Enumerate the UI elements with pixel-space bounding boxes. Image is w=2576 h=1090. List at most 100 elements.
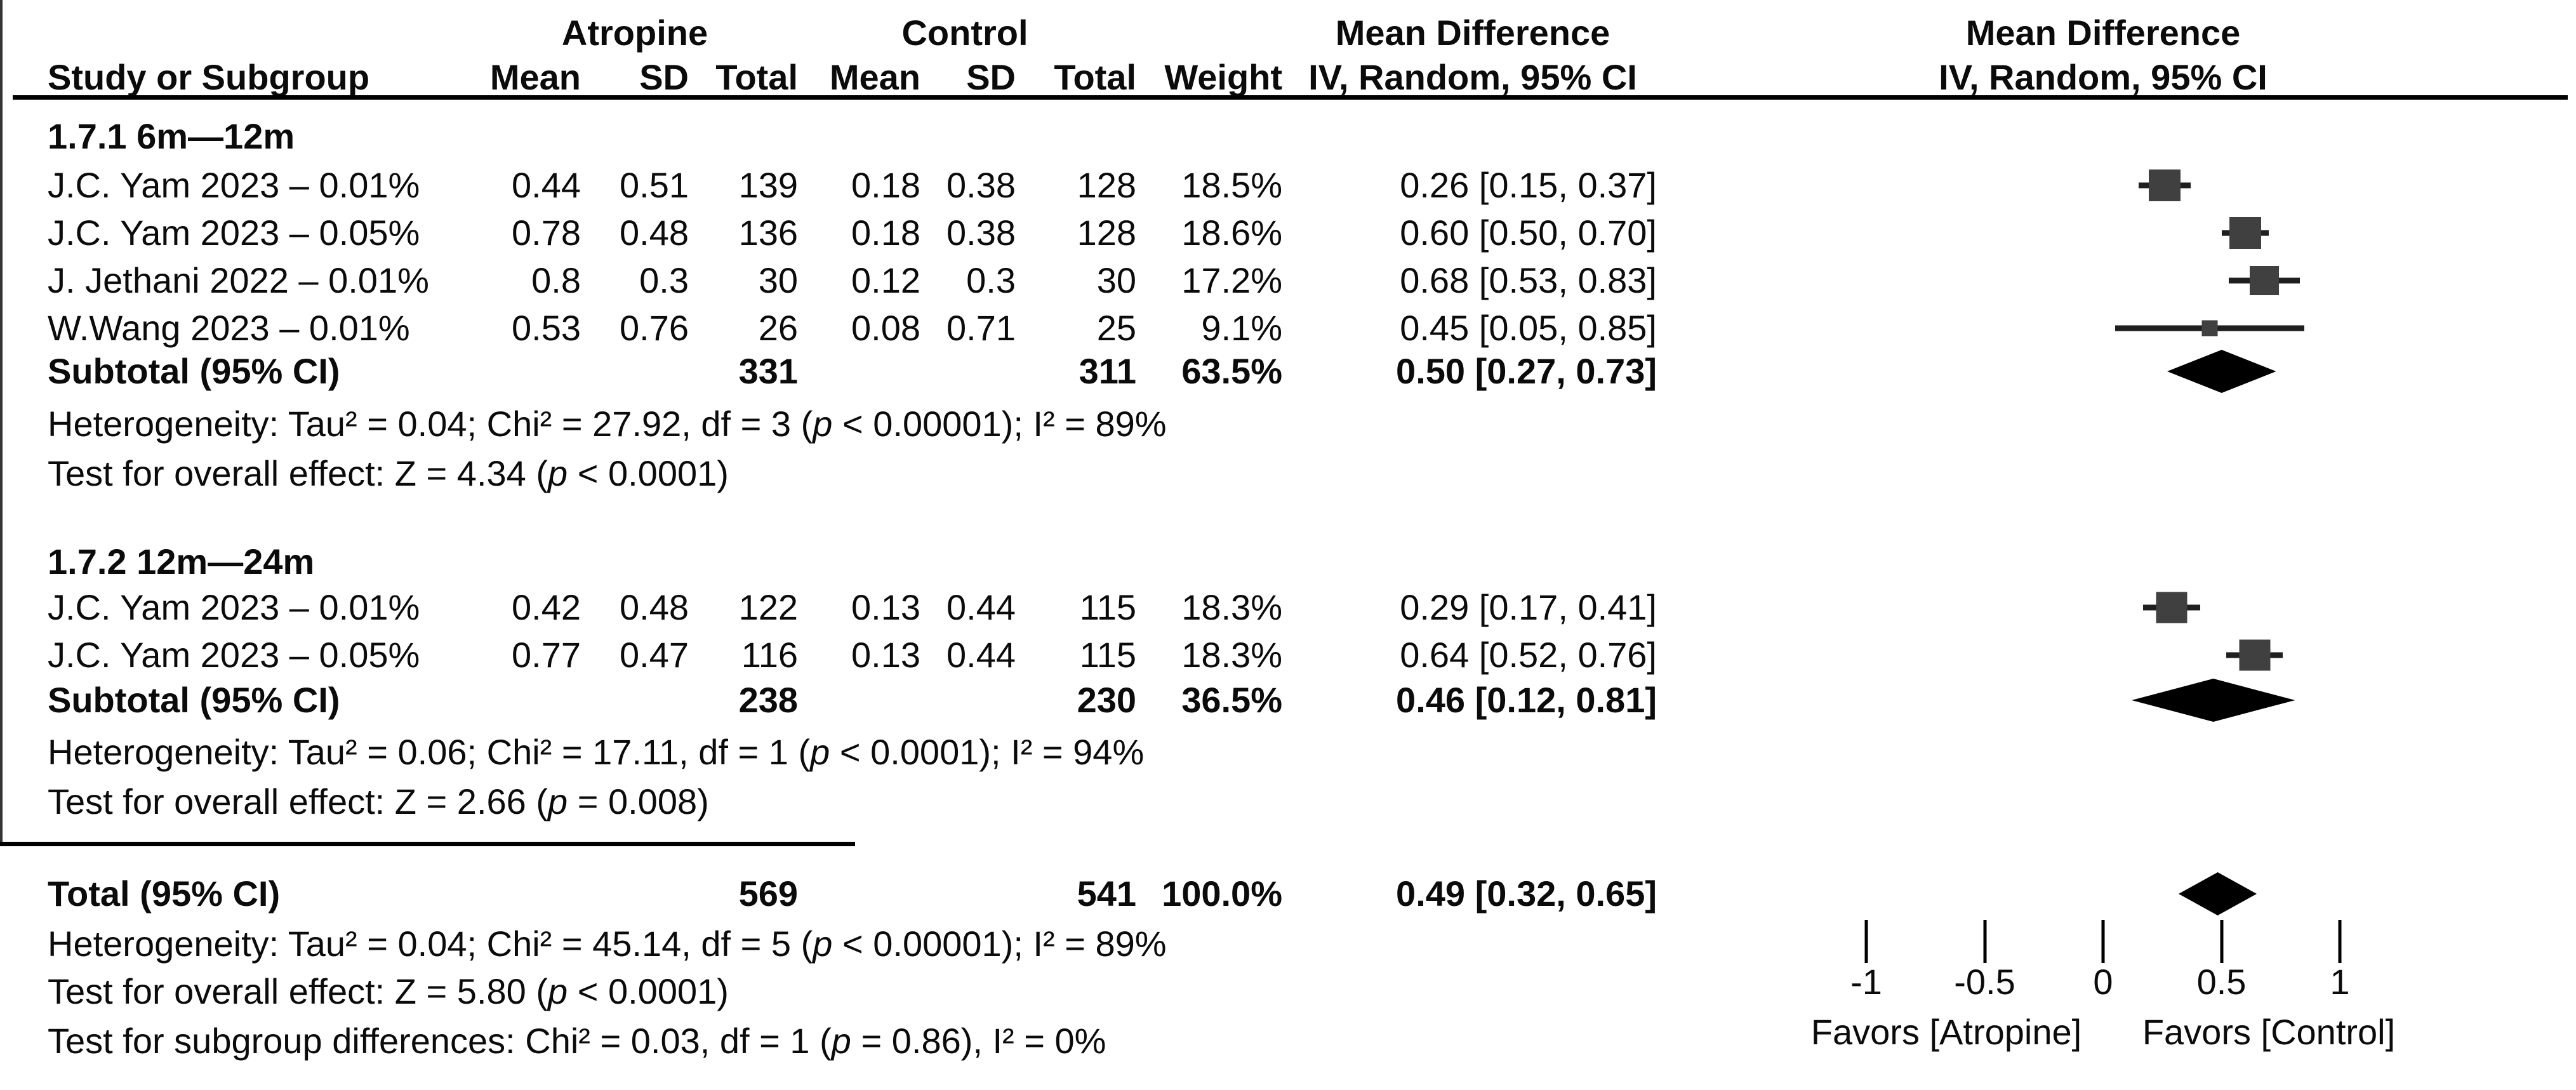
study-row-atropine-sd: 0.48 [620,213,689,253]
study-row-control-sd: 0.38 [946,213,1016,253]
subtotal-row-control-total: 230 [1077,680,1136,720]
control-total-header: Total [1054,57,1136,97]
subtotal-row-label: Subtotal (95% CI) [48,680,340,720]
subtotal-diamond [2167,350,2276,393]
subtotal-row-label: Subtotal (95% CI) [48,351,340,391]
subtotal-row-ci-text: 0.50 [0.27, 0.73] [1396,351,1657,391]
effect-method-header: IV, Random, 95% CI [1308,57,1637,97]
forest-square [2148,169,2181,201]
study-row-weight: 18.3% [1181,635,1282,675]
study-row-control-sd: 0.71 [946,308,1016,348]
study-row-weight: 18.5% [1181,165,1282,205]
total-row-label: Total (95% CI) [48,874,281,914]
study-row-atropine-sd: 0.51 [620,165,689,205]
favors-left-label: Favors [Atropine] [1810,1012,2082,1052]
study-row-ci-text: 0.45 [0.05, 0.85] [1400,308,1657,348]
subtotal-row-weight: 63.5% [1181,351,1282,391]
study-row-weight: 18.6% [1181,213,1282,253]
axis-tick [1983,920,1986,963]
study-row-atropine-total: 30 [758,260,798,300]
axis-tick [2101,920,2105,963]
study-row-atropine-total: 122 [738,587,798,627]
study-row-control-total: 115 [1079,635,1136,675]
heterogeneity-text: Heterogeneity: Tau² = 0.06; Chi² = 17.11… [48,732,1145,772]
study-row-atropine-mean: 0.42 [512,587,581,627]
study-row-atropine-sd: 0.3 [639,260,689,300]
forest-square [2156,592,2188,623]
total-row-control-total: 541 [1077,874,1136,914]
subtotal-row-ci-text: 0.46 [0.12, 0.81] [1396,680,1657,720]
axis-tick-label: 0 [2093,962,2113,1002]
study-row-atropine-total: 116 [741,635,798,675]
study-row-control-total: 115 [1079,587,1136,627]
study-row-ci-text: 0.26 [0.15, 0.37] [1400,165,1657,205]
study-row-control-mean: 0.18 [851,165,920,205]
study-row-study-label: J. Jethani 2022 – 0.01% [48,260,429,300]
atropine-total-header: Total [715,57,798,97]
study-row-atropine-mean: 0.44 [512,165,581,205]
study-row-control-mean: 0.12 [851,260,920,300]
study-row-control-total: 30 [1096,260,1136,300]
study-row-atropine-mean: 0.53 [512,308,581,348]
study-row-study-label: J.C. Yam 2023 – 0.01% [48,587,420,627]
study-row-control-sd: 0.3 [966,260,1016,300]
axis-tick [1864,920,1868,963]
forest-square [2201,320,2218,336]
atropine-sd-header: SD [639,57,689,97]
study-row-weight: 18.3% [1181,587,1282,627]
axis-tick [2338,920,2342,963]
weight-column-header: Weight [1164,57,1282,97]
study-row-study-label: J.C. Yam 2023 – 0.05% [48,635,420,675]
subtotal-diamond [2131,679,2295,722]
study-row-weight: 9.1% [1201,308,1282,348]
subtotal-row-atropine-total: 238 [738,680,798,720]
favors-right-label: Favors [Control] [2142,1012,2396,1052]
plot-column-title: Mean Difference [1965,13,2241,53]
total-overall-effect-text: Test for overall effect: Z = 5.80 (p < 0… [48,971,729,1011]
study-row-atropine-total: 136 [738,213,798,253]
study-row-control-mean: 0.18 [851,213,920,253]
total-row-weight: 100.0% [1162,874,1282,914]
study-row-control-sd: 0.44 [946,635,1016,675]
total-row-ci-text: 0.49 [0.32, 0.65] [1396,874,1657,914]
study-row-ci-text: 0.29 [0.17, 0.41] [1400,587,1657,627]
study-row-ci-text: 0.60 [0.50, 0.70] [1400,213,1657,253]
total-heterogeneity-text: Heterogeneity: Tau² = 0.04; Chi² = 45.14… [48,924,1167,964]
overall-effect-text: Test for overall effect: Z = 2.66 (p = 0… [48,781,709,821]
axis-tick [2220,920,2223,963]
heterogeneity-text: Heterogeneity: Tau² = 0.04; Chi² = 27.92… [48,404,1167,444]
atropine-mean-header: Mean [489,57,581,97]
study-row-control-mean: 0.13 [851,635,920,675]
study-row-atropine-sd: 0.48 [620,587,689,627]
study-column-header: Study or Subgroup [48,57,370,97]
subgroup-heading: 1.7.1 6m—12m [48,116,295,156]
subtotal-row-weight: 36.5% [1181,680,1282,720]
control-mean-header: Mean [829,57,920,97]
study-row-atropine-mean: 0.8 [531,260,581,300]
zero-line [0,0,3,842]
effect-column-title: Mean Difference [1335,13,1610,53]
control-group-header: Control [901,13,1028,53]
study-row-control-sd: 0.44 [946,587,1016,627]
study-row-control-total: 128 [1077,165,1136,205]
study-row-ci-text: 0.64 [0.52, 0.76] [1400,635,1657,675]
study-row-atropine-mean: 0.77 [512,635,581,675]
forest-square [2229,217,2261,249]
total-diamond [2179,872,2257,915]
header-divider [13,95,2568,100]
axis-tick-label: 0.5 [2196,962,2247,1002]
study-row-atropine-total: 139 [738,165,798,205]
study-row-study-label: W.Wang 2023 – 0.01% [48,308,410,348]
study-row-control-total: 25 [1096,308,1136,348]
subgroup-differences-text: Test for subgroup differences: Chi² = 0.… [48,1021,1106,1061]
study-row-weight: 17.2% [1181,260,1282,300]
study-row-study-label: J.C. Yam 2023 – 0.01% [48,165,420,205]
study-row-control-sd: 0.38 [946,165,1016,205]
study-row-study-label: J.C. Yam 2023 – 0.05% [48,213,420,253]
overall-effect-text: Test for overall effect: Z = 4.34 (p < 0… [48,453,729,493]
total-row-atropine-total: 569 [738,874,798,914]
study-row-atropine-sd: 0.47 [620,635,689,675]
plot-method-header: IV, Random, 95% CI [1939,57,2267,97]
axis-tick-label: -0.5 [1954,962,2015,1002]
